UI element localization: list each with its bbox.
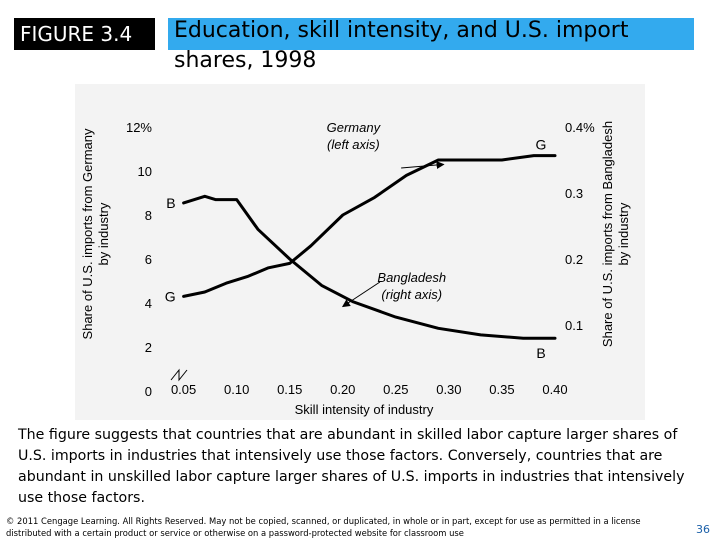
series-start-marker-bangladesh: B [166, 195, 175, 211]
series-end-marker-bangladesh: B [536, 345, 545, 361]
y-right-tick-label: 0.3 [565, 186, 583, 201]
y-right-axis-label-line: Share of U.S. imports from Bangladesh [600, 121, 615, 347]
y-left-axis-label-line: Share of U.S. imports from Germany [80, 128, 95, 339]
annotation-arrow-bangladesh [341, 281, 381, 308]
x-tick-label: 0.40 [542, 382, 567, 397]
chart-panel: 0 2 4 6 8 10 12% 0.1 0.2 0.3 0.4% 0.05 0.10 0.15 0.20 0… [75, 84, 645, 420]
annotation-germany: Germany (left axis) [327, 120, 382, 152]
annotation-line: (right axis) [381, 287, 442, 302]
x-tick-label: 0.30 [436, 382, 461, 397]
annotation-bangladesh: Bangladesh (right axis) [377, 270, 446, 302]
series-start-marker-germany: G [165, 288, 176, 304]
y-right-tick-label: 0.1 [565, 318, 583, 333]
axis-break-mark [170, 368, 188, 382]
y-right-axis-label: Share of U.S. imports from Bangladesh by … [600, 121, 631, 347]
x-tick-label: 0.15 [277, 382, 302, 397]
y-left-tick-label: 10 [138, 164, 152, 179]
x-tick-label: 0.20 [330, 382, 355, 397]
y-right-axis-label-line: by industry [616, 202, 631, 265]
caption: The figure suggests that countries that … [18, 427, 685, 506]
title-bar [168, 18, 694, 50]
y-left-tick-label: 2 [145, 340, 152, 355]
annotation-line: Bangladesh [377, 270, 446, 285]
x-tick-label: 0.05 [171, 382, 196, 397]
page-number: 36 [696, 523, 710, 536]
y-left-axis-label-line: by industry [96, 202, 111, 265]
chart: 0 2 4 6 8 10 12% 0.1 0.2 0.3 0.4% 0.05 0.10 0.15 0.20 0… [80, 120, 631, 417]
x-tick-label: 0.10 [224, 382, 249, 397]
series-end-marker-germany: G [536, 137, 547, 153]
series-line-bangladesh [182, 194, 557, 340]
annotation-line: Germany [327, 120, 382, 135]
y-left-axis-label: Share of U.S. imports from Germany by ind… [80, 128, 111, 339]
slide-title: Education, skill intensity, and U.S. imp… [174, 18, 629, 73]
figure-label: FIGURE 3.4 [14, 18, 155, 50]
x-tick-label: 0.35 [489, 382, 514, 397]
annotation-line: (left axis) [327, 137, 380, 152]
x-tick-label: 0.25 [383, 382, 408, 397]
y-left-tick-label: 4 [145, 296, 152, 311]
y-right-tick-label: 0.4% [565, 120, 595, 135]
y-left-tick-label: 0 [145, 384, 152, 399]
annotation-arrow-germany [401, 161, 445, 169]
y-right-tick-label: 0.2 [565, 252, 583, 267]
copyright-notice: © 2011 Cengage Learning. All Rights Rese… [6, 516, 641, 538]
y-left-tick-label: 8 [145, 208, 152, 223]
series-line-germany [182, 154, 557, 298]
y-left-tick-label: 12% [126, 120, 152, 135]
x-axis-label: Skill intensity of industry [295, 402, 434, 417]
y-left-tick-label: 6 [145, 252, 152, 267]
